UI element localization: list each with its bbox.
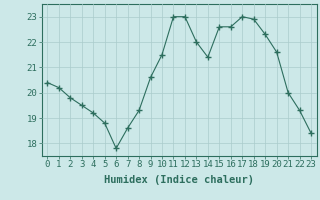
X-axis label: Humidex (Indice chaleur): Humidex (Indice chaleur): [104, 175, 254, 185]
